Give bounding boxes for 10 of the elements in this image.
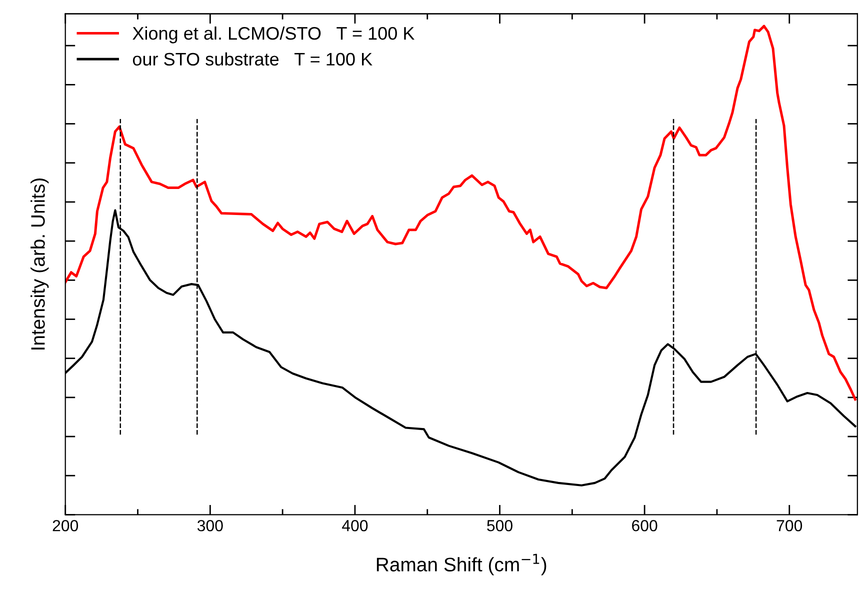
x-tick-label: 200	[52, 520, 78, 532]
y-axis-title: Intensity (arb. Units)	[30, 178, 49, 350]
x-tick-label: 300	[197, 520, 223, 532]
x-tick-label: 500	[487, 520, 512, 532]
x-axis-title: Raman Shift (cm$^{−1}$)	[376, 554, 546, 576]
x-tick-label: 700	[776, 520, 802, 532]
x-tick-label: 600	[632, 520, 658, 532]
legend-label: our STO substrate T = 100 K	[132, 52, 372, 66]
x-tick-label: 400	[342, 520, 368, 532]
legend-label: Xiong et al. LCMO/STO T = 100 K	[132, 26, 415, 44]
